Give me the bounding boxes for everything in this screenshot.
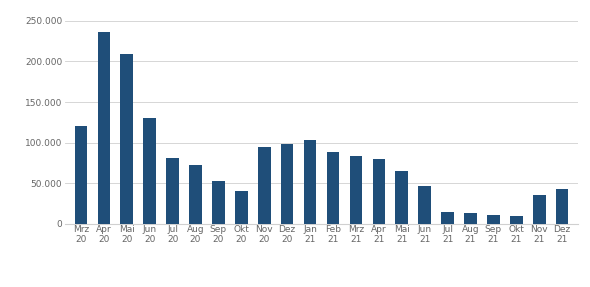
Bar (97, 32, 110, 224)
Bar (372, 159, 385, 224)
Bar (258, 147, 271, 224)
Bar (350, 156, 362, 224)
Bar (304, 140, 316, 224)
Bar (487, 215, 500, 224)
Bar (235, 191, 248, 224)
Bar (212, 181, 225, 224)
Bar (556, 189, 568, 224)
Bar (189, 164, 202, 224)
Bar (327, 152, 339, 224)
Bar (166, 158, 179, 224)
Bar (75, 126, 87, 224)
Bar (510, 216, 523, 224)
Bar (395, 171, 408, 224)
Bar (281, 144, 293, 224)
Bar (120, 54, 133, 224)
Bar (441, 212, 454, 224)
Bar (464, 213, 477, 224)
Bar (418, 186, 431, 224)
Bar (143, 118, 156, 224)
Bar (533, 195, 546, 224)
